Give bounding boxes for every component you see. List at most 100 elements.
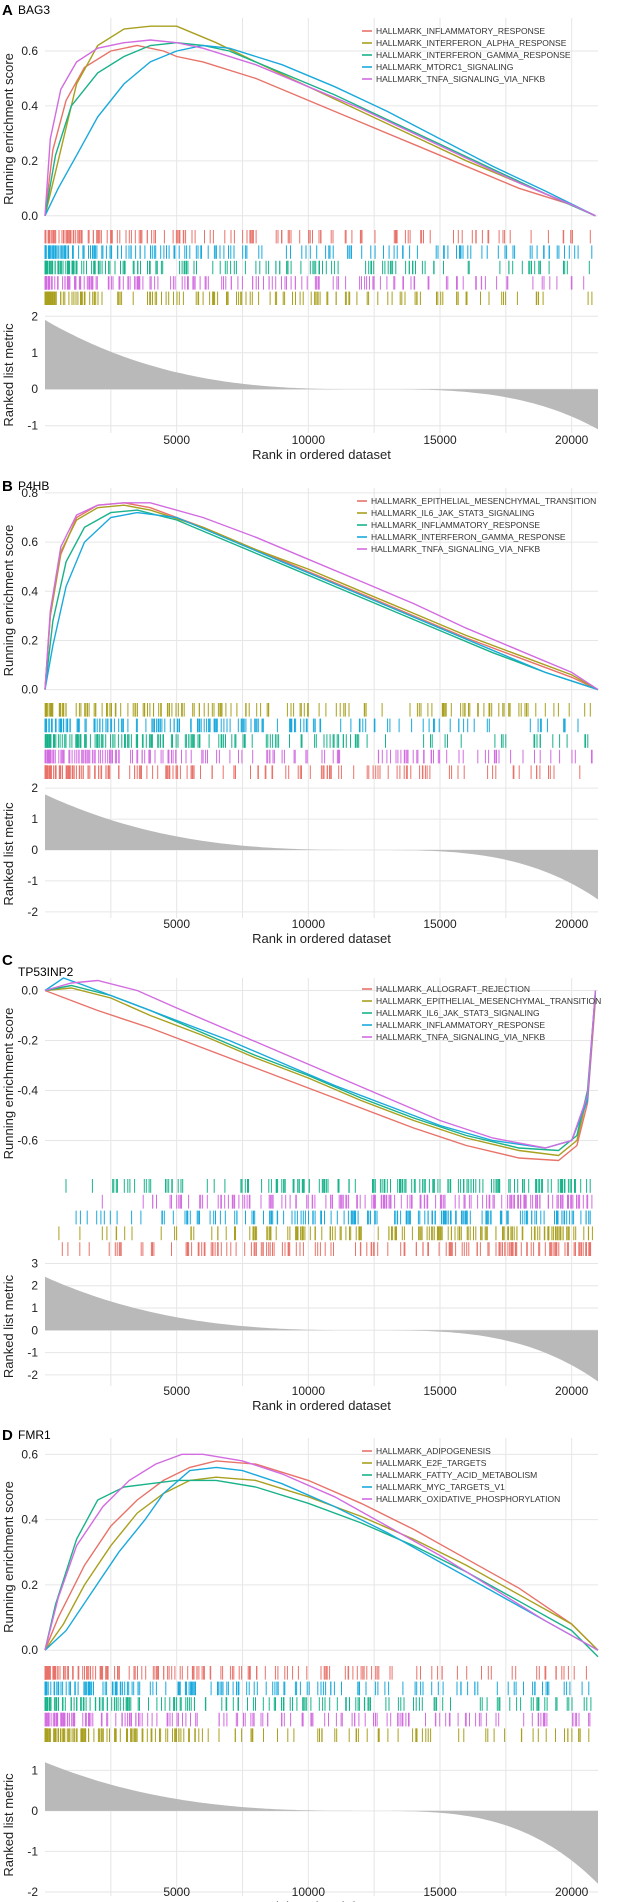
panel-label: A [2, 2, 13, 19]
es-line [44, 502, 599, 691]
es-line [44, 44, 596, 217]
es-line [44, 987, 597, 1157]
legend-label: HALLMARK_INFLAMMATORY_RESPONSE [371, 520, 540, 530]
es-tick-label: 0.6 [21, 535, 38, 549]
es-tick-label: 0.4 [21, 584, 38, 598]
es-axis-title: Running enrichment score [1, 1481, 16, 1633]
metric-tick-label: 0 [31, 1804, 38, 1818]
x-tick-label: 5000 [163, 1885, 190, 1899]
es-tick-label: 0.0 [21, 1643, 38, 1657]
x-tick-label: 15000 [423, 1384, 457, 1398]
x-tick-label: 10000 [292, 433, 326, 447]
es-tick-label: 0.6 [21, 1447, 38, 1461]
panel-label: D [2, 1427, 13, 1444]
legend-label: HALLMARK_FATTY_ACID_METABOLISM [376, 1470, 537, 1480]
es-line [44, 1466, 599, 1651]
legend-label: HALLMARK_ADIPOGENESIS [376, 1446, 491, 1456]
x-tick-label: 5000 [163, 433, 190, 447]
x-tick-label: 5000 [163, 1384, 190, 1398]
ranked-metric-area [45, 1762, 598, 1884]
metric-tick-label: 2 [31, 309, 38, 323]
legend-label: HALLMARK_INTERFERON_GAMMA_RESPONSE [371, 532, 566, 542]
metric-tick-label: -2 [27, 905, 38, 919]
x-axis-title: Rank in ordered dataset [252, 1899, 391, 1902]
legend-label: HALLMARK_TNFA_SIGNALING_VIA_NFKB [376, 1032, 545, 1042]
es-line [44, 509, 599, 691]
x-tick-label: 20000 [555, 1384, 589, 1398]
x-axis-title: Rank in ordered dataset [252, 931, 391, 946]
x-tick-label: 15000 [423, 1885, 457, 1899]
panel-title: BAG3 [18, 3, 50, 17]
es-tick-label: 0.2 [21, 154, 38, 168]
x-tick-label: 15000 [423, 433, 457, 447]
panel-a: A BAG3 0.0 0.2 0.4 0.6 -1 0 1 2 Running enrichment… [1, 2, 598, 462]
metric-tick-label: -2 [27, 1885, 38, 1899]
legend-label: HALLMARK_E2F_TARGETS [376, 1458, 487, 1468]
metric-axis-title: Ranked list metric [1, 1773, 16, 1877]
es-tick-label: 0.4 [21, 99, 38, 113]
metric-tick-label: 1 [31, 812, 38, 826]
es-line [44, 1453, 599, 1651]
es-line [44, 44, 596, 217]
x-tick-label: 10000 [292, 917, 326, 931]
metric-tick-label: 2 [31, 781, 38, 795]
x-tick-label: 10000 [292, 1384, 326, 1398]
metric-axis-title: Ranked list metric [1, 323, 16, 427]
metric-tick-label: 3 [31, 1256, 38, 1270]
es-tick-label: 0.2 [21, 633, 38, 647]
panel-b: B P4HB 0.0 0.2 0.4 0.6 0.8 -2 -1 0 1 2 Running enric… [1, 478, 599, 946]
es-axis-title: Running enrichment score [1, 53, 16, 205]
x-axis-title: Rank in ordered dataset [252, 1398, 391, 1413]
es-tick-label: 0.2 [21, 1578, 38, 1592]
legend-label: HALLMARK_EPITHELIAL_MESENCHYMAL_TRANSITI… [371, 496, 596, 506]
x-tick-label: 20000 [555, 1885, 589, 1899]
panel-c: C TP53INP2 0.0 -0.2 -0.4 -0.6 -2 -1 0 1 2 3 Running … [1, 952, 601, 1413]
ranked-metric-area [45, 1276, 598, 1382]
es-tick-label: 0.6 [21, 44, 38, 58]
es-tick-label: 0.8 [21, 486, 38, 500]
legend-label: HALLMARK_TNFA_SIGNALING_VIA_NFKB [371, 544, 540, 554]
x-tick-label: 10000 [292, 1885, 326, 1899]
es-line [44, 1460, 599, 1651]
metric-tick-label: 0 [31, 843, 38, 857]
es-tick-label: 0.0 [21, 683, 38, 697]
metric-tick-label: -1 [27, 1844, 38, 1858]
ranked-metric-area [45, 794, 598, 900]
panel-title: P4HB [18, 479, 49, 493]
legend-label: HALLMARK_EPITHELIAL_MESENCHYMAL_TRANSITI… [376, 996, 601, 1006]
panel-title: FMR1 [18, 1428, 51, 1442]
legend-label: HALLMARK_INTERFERON_GAMMA_RESPONSE [376, 50, 571, 60]
legend-label: HALLMARK_INFLAMMATORY_RESPONSE [376, 26, 545, 36]
legend-label: HALLMARK_TNFA_SIGNALING_VIA_NFKB [376, 74, 545, 84]
es-line [44, 989, 597, 1162]
x-tick-label: 5000 [163, 917, 190, 931]
legend-label: HALLMARK_OXIDATIVE_PHOSPHORYLATION [376, 1494, 560, 1504]
ranked-metric-area [45, 319, 598, 430]
metric-tick-label: 1 [31, 1763, 38, 1777]
es-line [44, 39, 596, 217]
es-line [44, 1479, 599, 1658]
legend-label: HALLMARK_MTORC1_SIGNALING [376, 62, 513, 72]
x-tick-label: 20000 [555, 917, 589, 931]
metric-tick-label: 0 [31, 1323, 38, 1337]
metric-tick-label: 0 [31, 382, 38, 396]
metric-tick-label: -1 [27, 874, 38, 888]
legend-label: HALLMARK_IL6_JAK_STAT3_SIGNALING [371, 508, 535, 518]
es-line [44, 41, 596, 217]
es-tick-label: -0.6 [17, 1134, 38, 1148]
panel-label: C [2, 952, 13, 969]
metric-tick-label: 1 [31, 1301, 38, 1315]
es-axis-title: Running enrichment score [1, 525, 16, 677]
x-tick-label: 20000 [555, 433, 589, 447]
metric-tick-label: -1 [27, 419, 38, 433]
es-tick-label: 0.0 [21, 209, 38, 223]
es-tick-label: -0.2 [17, 1034, 38, 1048]
es-line [44, 504, 599, 691]
metric-tick-label: 1 [31, 346, 38, 360]
metric-tick-label: -2 [27, 1368, 38, 1382]
es-line [44, 1476, 599, 1651]
es-line [44, 25, 596, 217]
legend-label: HALLMARK_INFLAMMATORY_RESPONSE [376, 1020, 545, 1030]
panel-label: B [2, 478, 13, 495]
